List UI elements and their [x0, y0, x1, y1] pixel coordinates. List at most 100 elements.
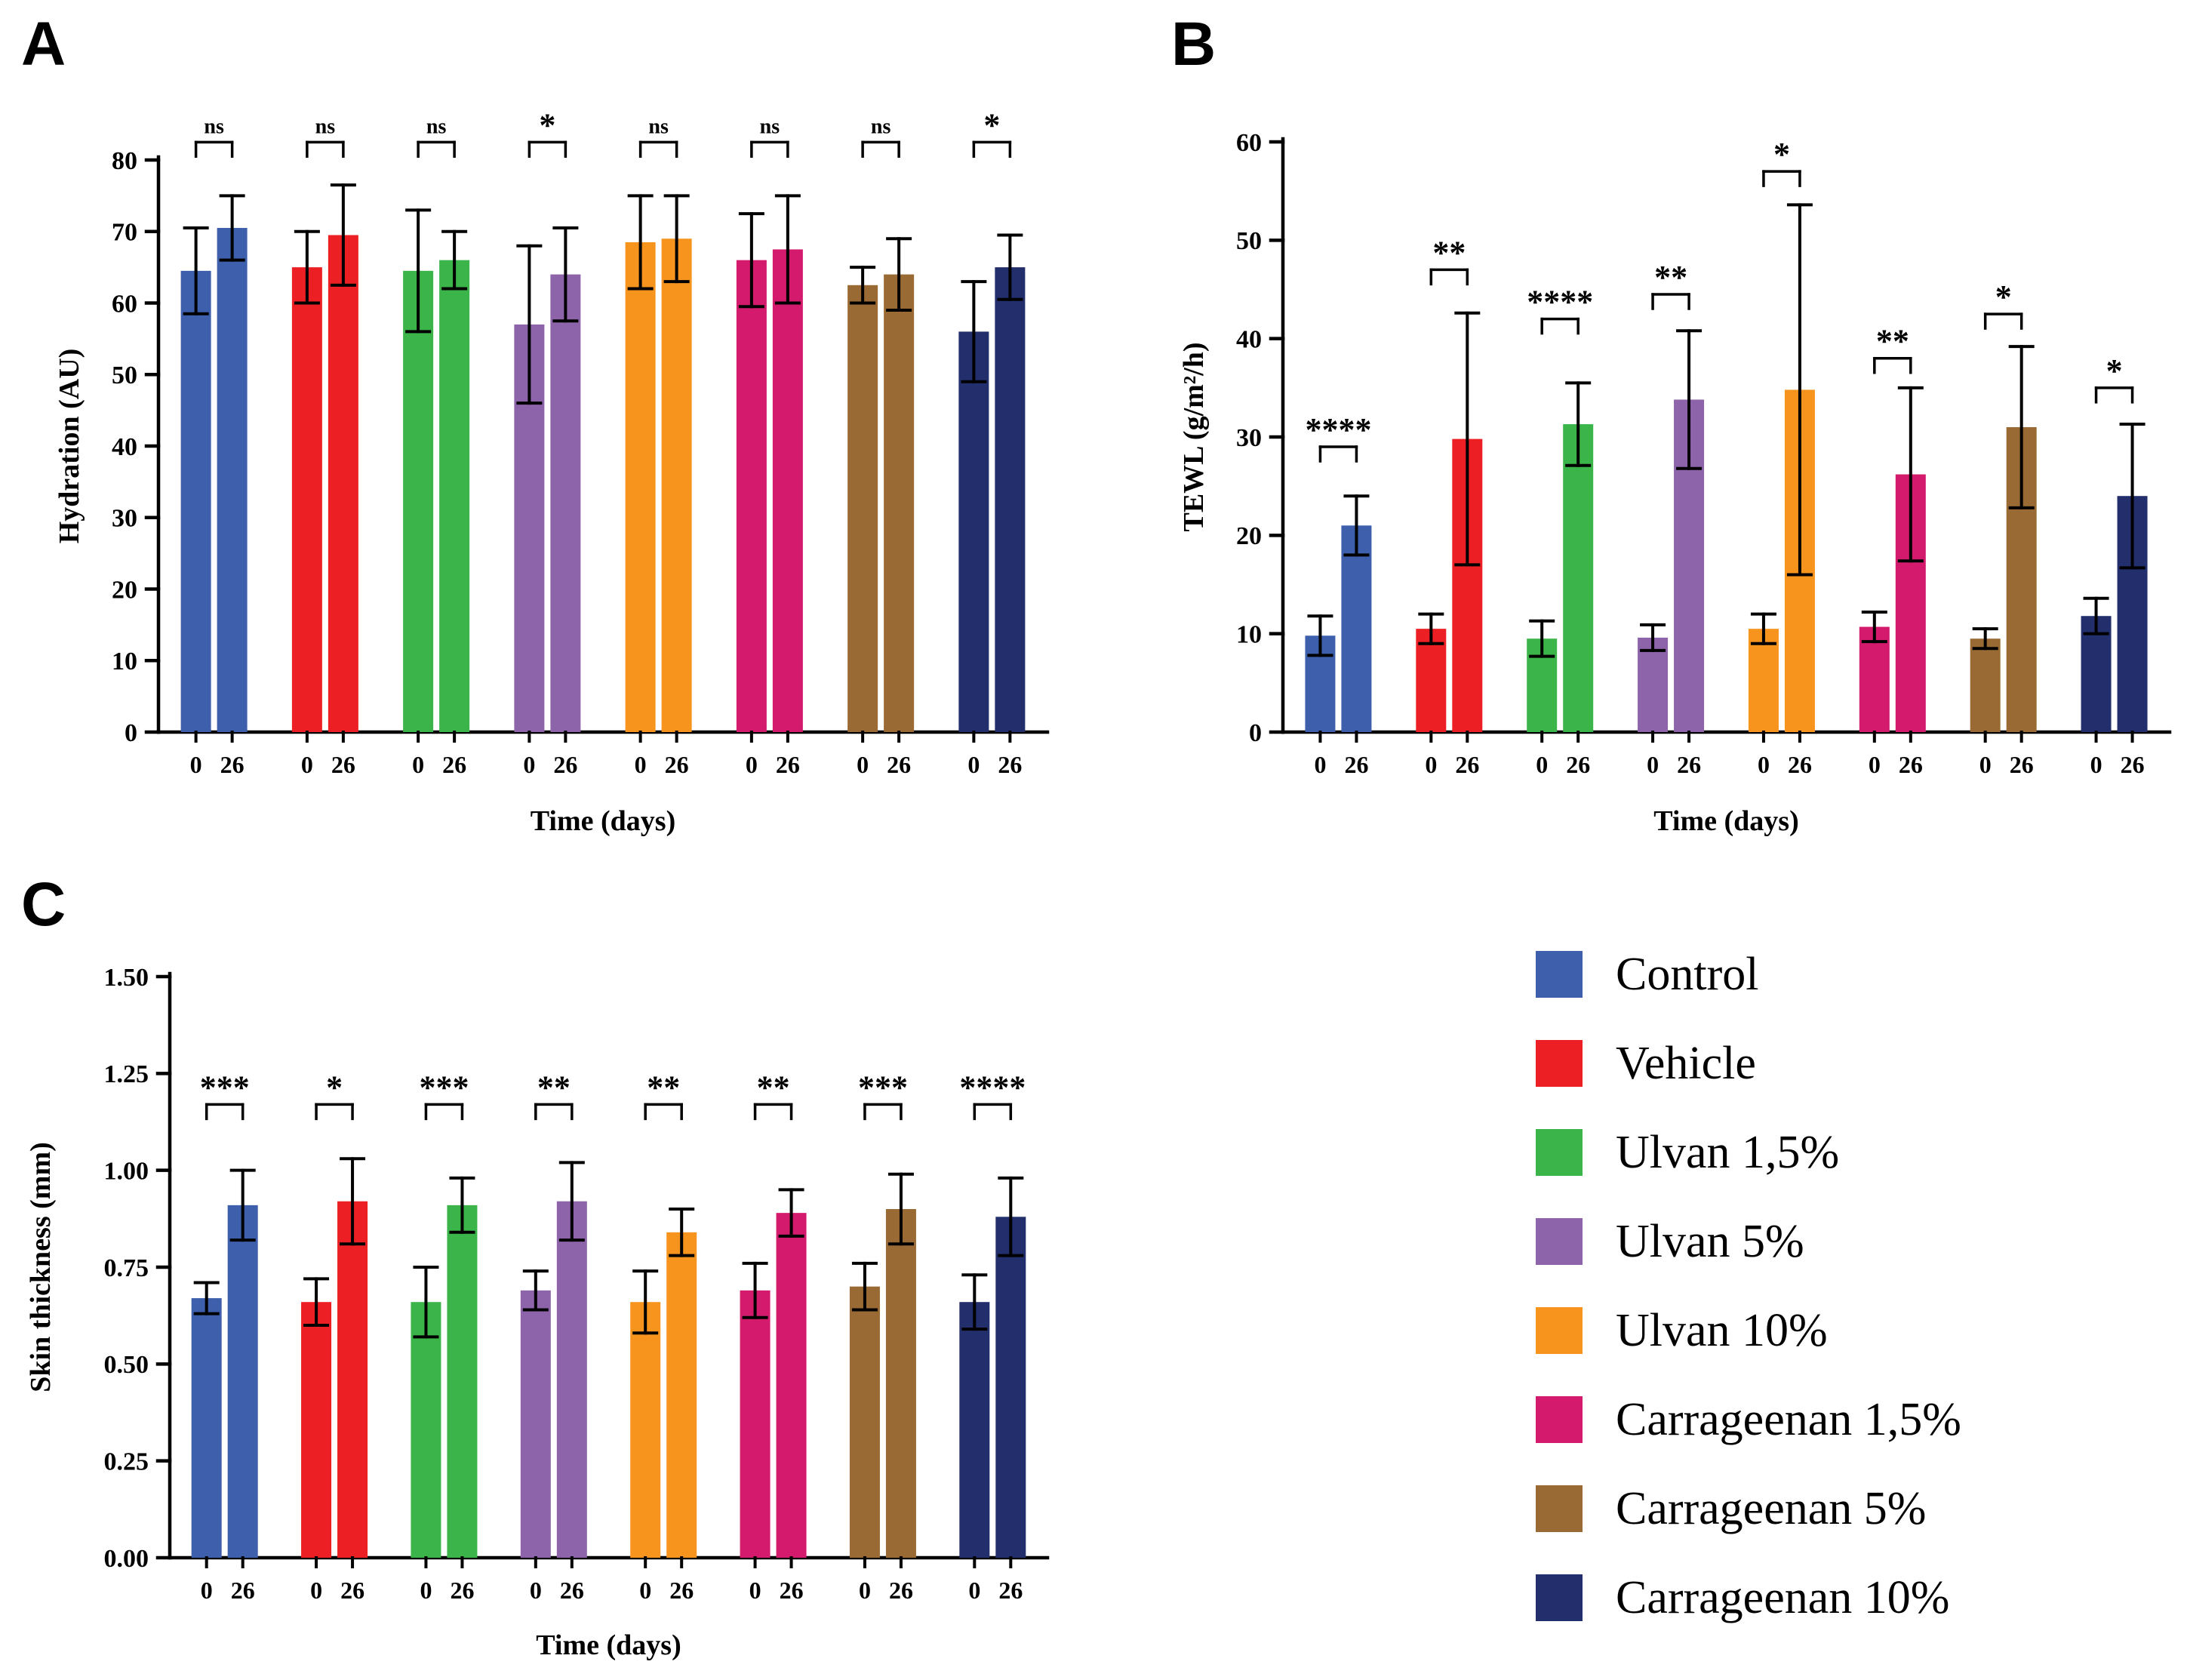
- bar: [995, 267, 1026, 732]
- x-tick-label: 0: [190, 751, 202, 778]
- bar: [1638, 637, 1669, 732]
- y-tick-label: 20: [112, 576, 137, 604]
- legend-item: Carrageenan 1,5%: [1536, 1392, 1961, 1447]
- hydration-bar-chart: 0 10 20 30 40 50 60 70 80 0 26 ns 0 26 ns 0 26 ns 0 26 * 0 26 n…: [54, 106, 1050, 837]
- x-tick-label: 0: [1425, 751, 1437, 778]
- x-tick-label: 0: [857, 751, 869, 778]
- x-tick-label: 26: [2010, 751, 2034, 778]
- legend-item: Ulvan 10%: [1536, 1303, 1961, 1358]
- significance-label: *: [983, 106, 1000, 143]
- significance-label: ****: [1527, 284, 1593, 321]
- significance-label: ****: [959, 1069, 1026, 1106]
- x-tick-label: 26: [1899, 751, 1923, 778]
- y-tick-label: 0: [125, 719, 137, 747]
- legend-label: Control: [1616, 948, 1759, 1000]
- y-tick-label: 70: [112, 219, 137, 247]
- bar: [411, 1302, 441, 1558]
- y-tick-label: 30: [112, 505, 137, 533]
- bar: [958, 331, 989, 732]
- bar: [1341, 525, 1372, 732]
- y-tick-label: 1.00: [104, 1158, 149, 1186]
- y-tick-label: 0.50: [104, 1351, 149, 1379]
- significance-label: *: [326, 1069, 343, 1106]
- x-tick-label: 0: [412, 751, 424, 778]
- significance-label: ns: [426, 115, 447, 138]
- y-axis-title: Hydration (AU): [54, 349, 85, 544]
- bar: [556, 1201, 587, 1558]
- legend-item: Ulvan 5%: [1536, 1214, 1961, 1269]
- bar: [217, 228, 248, 732]
- bar: [959, 1302, 990, 1558]
- x-tick-label: 0: [301, 751, 313, 778]
- x-tick-label: 0: [310, 1577, 322, 1604]
- bar: [740, 1290, 771, 1558]
- legend-swatch: [1536, 1040, 1583, 1087]
- x-tick-label: 26: [1566, 751, 1590, 778]
- significance-label: **: [1432, 234, 1466, 271]
- y-axis-title: TEWL (g/m²/h): [1178, 342, 1210, 531]
- x-tick-label: 26: [669, 1577, 694, 1604]
- significance-label: ns: [648, 115, 669, 138]
- y-tick-label: 10: [1236, 621, 1262, 649]
- significance-label: *: [2106, 352, 2123, 389]
- y-tick-label: 40: [112, 433, 137, 461]
- significance-label: **: [647, 1069, 680, 1106]
- y-tick-label: 0: [1249, 719, 1262, 747]
- bar: [1859, 626, 1890, 732]
- panel-label-c: C: [21, 870, 66, 939]
- bar: [847, 285, 878, 732]
- bar: [772, 249, 803, 732]
- significance-label: ***: [419, 1069, 469, 1106]
- legend-swatch: [1536, 1218, 1583, 1265]
- significance-label: **: [1654, 259, 1687, 296]
- legend-label: Ulvan 5%: [1616, 1215, 1804, 1267]
- y-tick-label: 60: [112, 290, 137, 318]
- y-tick-label: 50: [112, 362, 137, 389]
- y-tick-label: 0.00: [104, 1545, 149, 1573]
- x-tick-label: 0: [530, 1577, 542, 1604]
- x-tick-label: 0: [2090, 751, 2102, 778]
- x-tick-label: 0: [420, 1577, 432, 1604]
- x-tick-label: 0: [1758, 751, 1770, 778]
- x-tick-label: 26: [560, 1577, 584, 1604]
- bar: [1748, 629, 1779, 732]
- bar: [328, 235, 358, 732]
- x-tick-label: 0: [1869, 751, 1881, 778]
- bar: [227, 1205, 258, 1558]
- bar: [520, 1290, 551, 1558]
- bar: [736, 260, 767, 732]
- bar: [885, 1209, 916, 1558]
- bar: [550, 274, 581, 733]
- bar: [191, 1298, 222, 1558]
- x-tick-label: 26: [231, 1577, 255, 1604]
- x-tick-label: 26: [998, 751, 1022, 778]
- bar: [849, 1286, 880, 1558]
- legend-item: Vehicle: [1536, 1036, 1961, 1091]
- y-tick-label: 1.25: [104, 1060, 149, 1088]
- legend-swatch: [1536, 1129, 1583, 1176]
- x-tick-label: 0: [635, 751, 647, 778]
- x-tick-label: 0: [523, 751, 535, 778]
- x-tick-label: 0: [749, 1577, 761, 1604]
- legend-label: Carrageenan 5%: [1616, 1482, 1927, 1534]
- legend: Control Vehicle Ulvan 1,5% Ulvan 5% Ulvan 10…: [1536, 947, 1961, 1625]
- bar: [776, 1213, 807, 1558]
- legend-label: Carrageenan 1,5%: [1616, 1393, 1961, 1445]
- legend-item: Carrageenan 10%: [1536, 1571, 1961, 1625]
- bar: [291, 267, 322, 732]
- bar: [995, 1217, 1026, 1558]
- significance-label: ****: [1305, 411, 1371, 448]
- y-tick-label: 0.25: [104, 1448, 149, 1476]
- x-tick-label: 26: [780, 1577, 804, 1604]
- legend-swatch: [1536, 1307, 1583, 1354]
- x-axis-title: Time (days): [536, 1629, 681, 1661]
- y-tick-label: 0.75: [104, 1254, 149, 1282]
- significance-label: **: [757, 1069, 790, 1106]
- x-tick-label: 0: [967, 751, 980, 778]
- x-axis-title: Time (days): [531, 805, 675, 837]
- x-tick-label: 26: [1788, 751, 1812, 778]
- significance-label: **: [1876, 323, 1909, 360]
- bar: [2081, 616, 2112, 732]
- legend-label: Carrageenan 10%: [1616, 1571, 1950, 1623]
